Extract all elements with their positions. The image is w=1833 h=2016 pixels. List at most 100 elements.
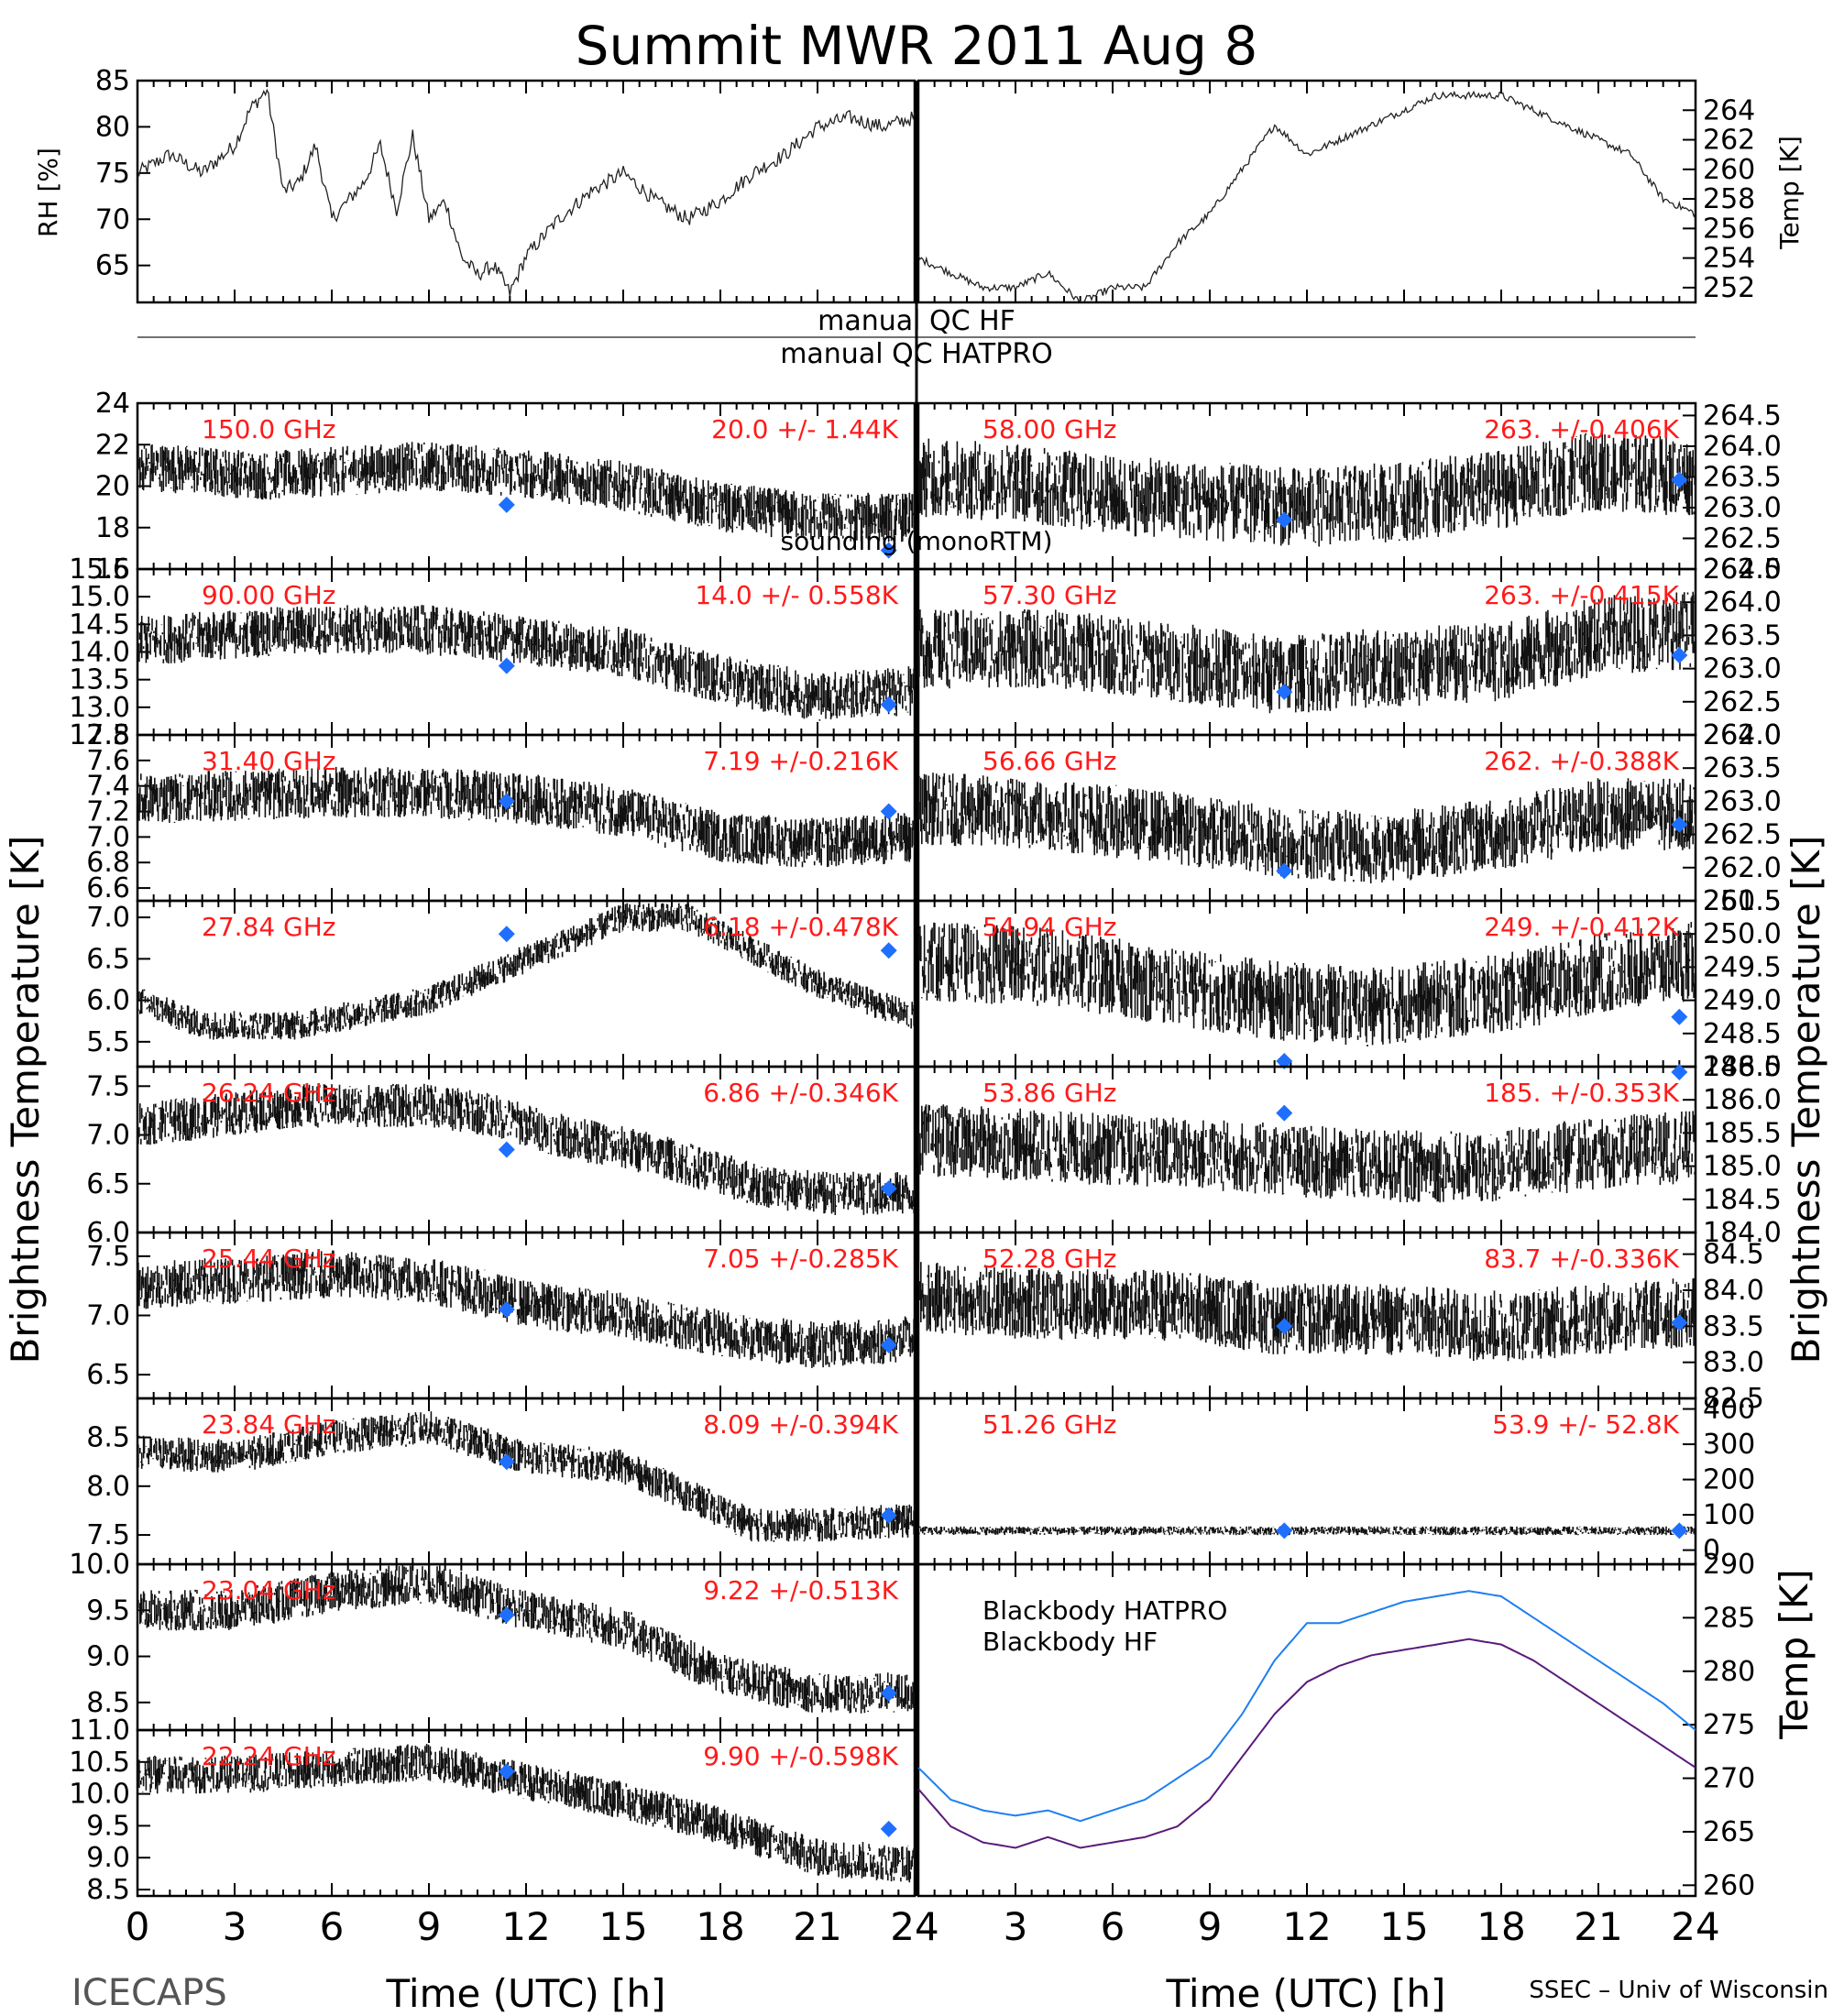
stats-label: 8.09 +/-0.394K	[703, 1409, 898, 1440]
sounding-marker	[1671, 1008, 1688, 1025]
tb-series-56.66-ghz	[917, 772, 1696, 883]
y-tick-label: 280	[1703, 1656, 1755, 1688]
y-tick-label: 263.0	[1703, 653, 1782, 685]
stats-label: 7.05 +/-0.285K	[703, 1244, 898, 1274]
y-tick-label: 14.5	[69, 608, 130, 641]
x-axis-label-right: Time (UTC) [h]	[1166, 1971, 1446, 2016]
y-tick-label: 75	[95, 158, 130, 190]
y-tick-label: 260	[1703, 154, 1755, 186]
y-tick-label: 263.0	[1703, 492, 1782, 524]
y-tick-label: 6.0	[86, 1217, 130, 1249]
sounding-marker	[880, 696, 897, 713]
frequency-label: 56.66 GHz	[982, 746, 1117, 776]
y-tick-label: 13.5	[69, 664, 130, 696]
frequency-label: 23.04 GHz	[202, 1575, 336, 1605]
sounding-marker	[498, 1763, 515, 1780]
y-tick-label: 9.0	[86, 1842, 130, 1874]
tb-series-90.00-ghz	[137, 605, 916, 721]
y-tick-label: 290	[1703, 1549, 1755, 1581]
frequency-label: 51.26 GHz	[982, 1409, 1117, 1440]
blackbody-series-line	[917, 1590, 1696, 1823]
tb-series-52.28-ghz	[917, 1262, 1696, 1362]
tb-series-51.26-ghz	[917, 1526, 1696, 1536]
frequency-label: 31.40 GHz	[202, 746, 336, 776]
stats-label: 9.22 +/-0.513K	[703, 1575, 898, 1605]
sounding-marker	[498, 1606, 515, 1624]
frequency-label: 53.86 GHz	[982, 1078, 1117, 1108]
y-tick-label: 22	[95, 429, 130, 461]
y-tick-label: 285	[1703, 1602, 1755, 1634]
x-tick-label: 0	[126, 1904, 150, 1949]
y-tick-label: 186.0	[1703, 1084, 1782, 1116]
y-tick-label: 262.5	[1703, 686, 1782, 718]
sounding-marker	[498, 1453, 515, 1471]
sounding-marker	[498, 657, 515, 674]
y-tick-label: 200	[1703, 1464, 1755, 1496]
y-tick-label: 20	[95, 471, 130, 503]
y-tick-label: 185.0	[1703, 1151, 1782, 1183]
sounding-marker	[498, 1141, 515, 1158]
sounding-marker	[880, 542, 897, 559]
y-tick-label: 82.5	[1703, 1383, 1764, 1415]
sounding-marker	[1276, 1318, 1293, 1335]
sounding-marker	[1671, 816, 1688, 833]
y-tick-label: 264.0	[1703, 431, 1782, 463]
x-tick-label: 15	[1379, 1904, 1428, 1949]
sounding-marker	[1671, 471, 1688, 488]
y-tick-label: 248.5	[1703, 1018, 1782, 1050]
y-tick-label: 10.5	[69, 1747, 130, 1779]
y-tick-label: 7.6	[86, 745, 130, 777]
x-tick-label: 6	[320, 1904, 345, 1949]
stats-label: 6.86 +/-0.346K	[703, 1078, 898, 1108]
y-tick-label: 10.0	[69, 1779, 130, 1811]
sounding-marker	[880, 803, 897, 820]
y-tick-label: 263.5	[1703, 461, 1782, 493]
stats-label: 20.0 +/- 1.44K	[711, 414, 898, 444]
y-tick-label: 16	[95, 553, 130, 586]
y-tick-label: 65	[95, 250, 130, 282]
sounding-marker	[880, 1684, 897, 1702]
tb-series-53.86-ghz	[917, 1104, 1696, 1203]
y-tick-label: 85	[95, 65, 130, 97]
frequency-label: 25.44 GHz	[202, 1244, 336, 1274]
y-tick-label: 262.0	[1703, 553, 1782, 586]
y-tick-label: 7.4	[86, 771, 130, 803]
y-tick-label: 256	[1703, 213, 1755, 245]
x-tick-label: 12	[501, 1904, 550, 1949]
y-tick-label: 7.8	[86, 719, 130, 751]
frequency-label: 23.84 GHz	[202, 1409, 336, 1440]
sounding-marker	[1671, 1522, 1688, 1539]
frequency-label: 26.24 GHz	[202, 1078, 336, 1108]
y-tick-label: 84.0	[1703, 1275, 1764, 1307]
temp-series-line	[917, 90, 1696, 303]
tb-series-23.04-ghz	[137, 1565, 916, 1714]
y-tick-label: 6.8	[86, 847, 130, 879]
x-tick-label: 24	[890, 1904, 938, 1949]
y-tick-label: 7.0	[86, 902, 130, 934]
blackbody-axis-label: Temp [K]	[1772, 1569, 1817, 1740]
x-tick-label: 18	[696, 1904, 744, 1949]
stats-label: 14.0 +/- 0.558K	[695, 580, 898, 610]
stats-label: 53.9 +/- 52.8K	[1492, 1409, 1679, 1440]
stats-label: 9.90 +/-0.598K	[703, 1741, 898, 1771]
y-tick-label: 265	[1703, 1816, 1755, 1848]
sounding-marker	[880, 1180, 897, 1198]
tb-series-26.24-ghz	[137, 1083, 916, 1215]
x-tick-label: 24	[1671, 1904, 1719, 1949]
y-tick-label: 270	[1703, 1763, 1755, 1795]
y-tick-label: 264.5	[1703, 553, 1782, 586]
y-tick-label: 8.5	[86, 1687, 130, 1719]
rh-series-line	[137, 88, 916, 297]
x-tick-label: 3	[223, 1904, 247, 1949]
temp-panel	[916, 79, 1697, 304]
y-tick-label: 264.0	[1703, 586, 1782, 619]
y-tick-label: 8.5	[86, 1422, 130, 1454]
y-tick-label: 6.5	[86, 943, 130, 975]
y-tick-label: 11.0	[69, 1715, 130, 1747]
y-tick-label: 7.0	[86, 1120, 130, 1152]
sounding-marker	[498, 793, 515, 810]
sounding-marker	[1671, 647, 1688, 664]
sounding-marker	[1671, 1064, 1688, 1080]
y-tick-label: 185.5	[1703, 1117, 1782, 1149]
sounding-marker	[1276, 1522, 1293, 1539]
